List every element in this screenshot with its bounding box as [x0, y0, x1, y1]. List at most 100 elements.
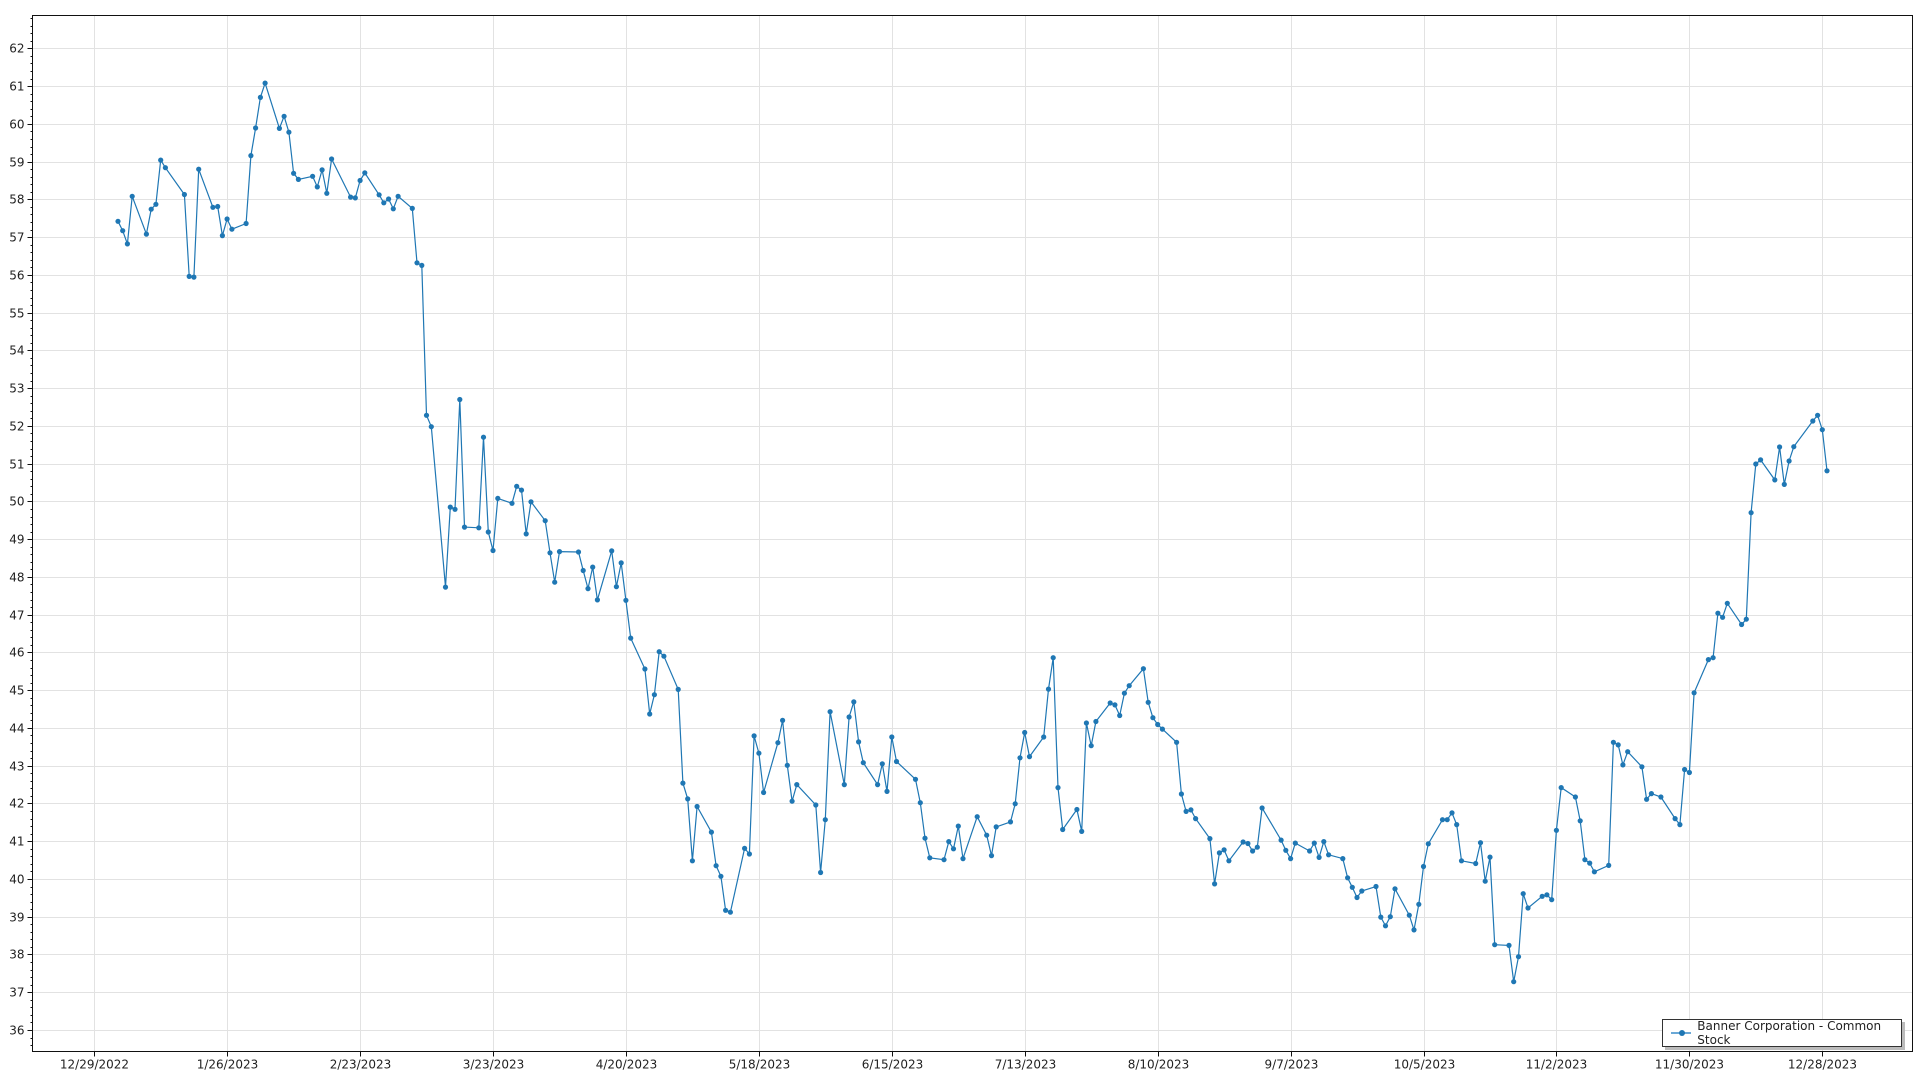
- data-point: [1349, 884, 1355, 890]
- x-tick-label: 12/29/2022: [60, 1058, 129, 1072]
- data-point: [1159, 726, 1165, 732]
- plot-frame: [32, 15, 1913, 1052]
- data-point: [988, 853, 995, 859]
- data-point: [124, 241, 130, 247]
- data-point: [248, 153, 254, 159]
- x-tick-label: 9/7/2023: [1265, 1058, 1319, 1072]
- x-tick-label: 12/28/2023: [1788, 1058, 1857, 1072]
- data-point: [390, 206, 396, 212]
- data-point: [689, 858, 696, 864]
- data-point: [243, 220, 249, 227]
- data-point: [1758, 457, 1764, 463]
- x-tick-label: 7/13/2023: [995, 1058, 1057, 1072]
- data-point: [950, 846, 957, 852]
- data-point: [941, 857, 947, 863]
- x-axis: 12/29/2022 1/26/2023 2/23/2023 3/23/2023 4/2…: [60, 1051, 1857, 1072]
- data-point: [1074, 806, 1080, 813]
- data-point: [960, 856, 966, 862]
- data-point: [1682, 766, 1688, 773]
- data-point: [1079, 828, 1085, 835]
- data-point: [1487, 854, 1493, 860]
- data-point: [1378, 914, 1384, 920]
- data-point: [1549, 897, 1555, 903]
- data-point: [348, 194, 354, 200]
- data-point: [1677, 822, 1683, 828]
- data-point: [423, 412, 430, 418]
- data-point: [395, 193, 401, 199]
- data-point: [609, 548, 615, 554]
- data-point: [1207, 836, 1213, 842]
- data-point: [485, 529, 491, 535]
- data-point: [1359, 888, 1365, 894]
- data-point: [419, 262, 425, 268]
- data-point: [1150, 715, 1156, 721]
- data-point: [1615, 742, 1621, 748]
- data-point: [129, 193, 135, 199]
- data-point: [1420, 863, 1427, 870]
- data-point: [946, 839, 952, 845]
- y-tick-label: 55: [9, 307, 24, 321]
- data-point: [984, 832, 990, 838]
- data-point: [1145, 699, 1151, 705]
- data-point: [1212, 881, 1218, 887]
- data-point: [153, 201, 159, 207]
- data-point: [1819, 427, 1825, 433]
- data-point: [1739, 621, 1745, 628]
- x-tick-label: 3/23/2023: [463, 1058, 525, 1072]
- y-tick-label: 52: [9, 420, 24, 434]
- y-tick-label: 50: [9, 495, 24, 509]
- data-point: [912, 776, 919, 782]
- legend-line-marker-icon: [1671, 1028, 1692, 1038]
- data-point: [1454, 822, 1460, 828]
- data-point: [1492, 942, 1498, 948]
- y-tick-label: 58: [9, 193, 24, 207]
- y-tick-label: 61: [9, 80, 24, 94]
- data-point: [1425, 841, 1431, 847]
- x-tick-label: 4/20/2023: [596, 1058, 658, 1072]
- data-point: [257, 94, 263, 100]
- data-point: [215, 203, 221, 210]
- data-point: [547, 550, 553, 556]
- data-point: [1644, 796, 1650, 802]
- data-point: [1639, 764, 1645, 770]
- x-tick-label: 2/23/2023: [330, 1058, 392, 1072]
- data-point: [1772, 477, 1778, 483]
- data-point: [1117, 712, 1123, 719]
- data-point: [442, 584, 449, 590]
- data-point: [585, 586, 591, 592]
- data-point: [514, 483, 520, 489]
- data-point: [191, 274, 197, 280]
- y-tick-label: 59: [9, 156, 24, 170]
- data-point: [428, 424, 434, 430]
- data-point: [756, 750, 762, 756]
- data-point: [1743, 616, 1749, 622]
- data-point: [1278, 837, 1284, 843]
- data-point: [1174, 739, 1180, 745]
- data-point: [875, 782, 881, 788]
- data-point: [1525, 905, 1531, 911]
- data-point: [1045, 686, 1052, 692]
- data-point: [680, 780, 686, 786]
- data-point: [1672, 816, 1678, 822]
- x-tick-label: 11/30/2023: [1655, 1058, 1724, 1072]
- data-point: [1326, 852, 1332, 858]
- data-point: [1610, 739, 1616, 745]
- data-point: [148, 206, 154, 212]
- data-point: [1017, 755, 1023, 761]
- data-point: [1311, 840, 1317, 846]
- data-point: [1591, 869, 1597, 875]
- data-point: [1544, 892, 1550, 898]
- data-point: [196, 166, 202, 172]
- data-point: [1050, 655, 1056, 661]
- data-point: [381, 200, 387, 206]
- data-point: [1810, 418, 1816, 424]
- data-point: [1710, 655, 1716, 661]
- data-point: [1392, 886, 1398, 892]
- data-point: [480, 434, 487, 440]
- data-point: [1458, 858, 1465, 864]
- data-point: [1193, 816, 1199, 822]
- data-point: [794, 782, 800, 788]
- data-point: [357, 177, 363, 184]
- y-tick-label: 37: [9, 986, 24, 1000]
